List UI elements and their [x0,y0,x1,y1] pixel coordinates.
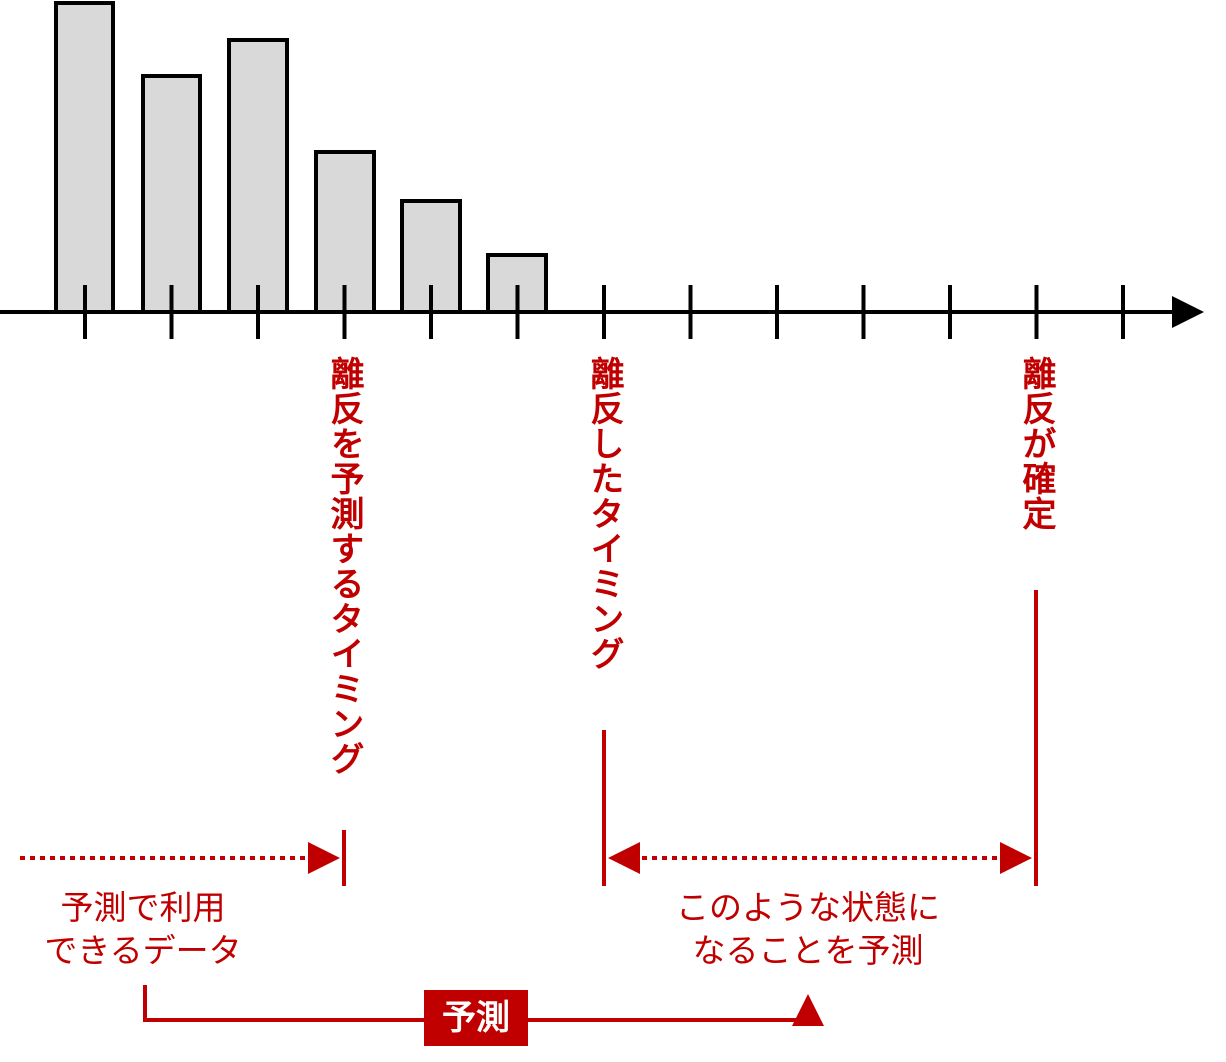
note-line: できるデータ [44,931,242,970]
timeline-label: 離反したタイミング [584,356,624,671]
note-line: なることを予測 [692,931,924,970]
timeline-label: 離反を予測するタイミング [324,356,364,776]
note-line: 予測で利用 [60,888,226,927]
timeline-label: 離反が確定 [1016,356,1056,531]
bar [227,38,289,314]
data-note: 予測で利用 できるデータ [44,886,241,972]
bar [141,74,202,314]
target-note: このような状態に なることを予測 [676,886,940,972]
bar [54,1,115,314]
note-line: このような状態に [676,888,940,927]
predict-label: 予測 [424,990,528,1046]
ticks [83,285,1125,339]
bars [54,1,548,314]
